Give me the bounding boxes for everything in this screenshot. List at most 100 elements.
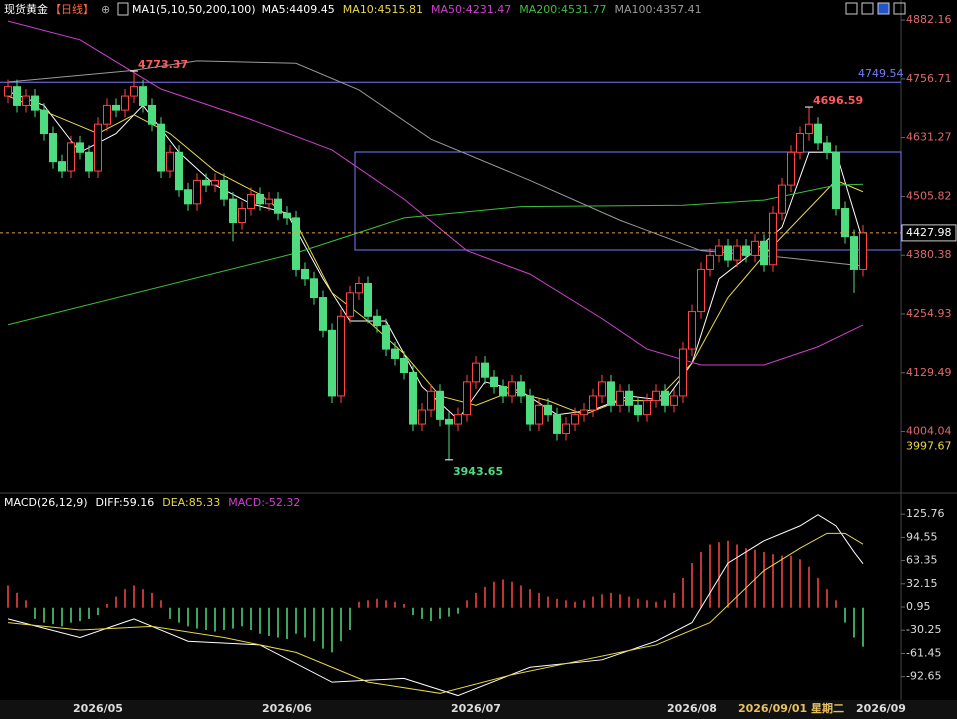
candle-body bbox=[409, 372, 417, 425]
candle-body bbox=[526, 395, 534, 425]
time-axis-strip bbox=[0, 700, 957, 719]
candle-body bbox=[355, 282, 363, 294]
candle-body bbox=[256, 193, 264, 205]
candle-body bbox=[310, 278, 318, 299]
ma-line bbox=[7, 532, 864, 694]
candle-body bbox=[625, 390, 633, 406]
candle-body bbox=[778, 184, 786, 214]
legend-entry: MA50:4231.47 bbox=[431, 3, 511, 16]
legend-entry: DIFF:59.16 bbox=[96, 496, 155, 509]
range-box bbox=[354, 151, 902, 251]
candle-body bbox=[112, 104, 120, 111]
candle-body bbox=[769, 212, 777, 266]
candle-body bbox=[661, 390, 669, 406]
candle-body bbox=[184, 189, 192, 205]
candle-body bbox=[166, 151, 174, 172]
candle-body bbox=[265, 198, 273, 205]
candle-body bbox=[31, 95, 39, 111]
candle-body bbox=[463, 381, 471, 416]
y-tick-label: 4756.71 bbox=[906, 72, 952, 85]
x-tick-label: 2026/06 bbox=[262, 702, 312, 715]
candle-body bbox=[787, 151, 795, 186]
candle-body bbox=[157, 123, 165, 172]
candle-body bbox=[508, 381, 516, 397]
candle-body bbox=[391, 348, 399, 359]
y-tick-label: 94.55 bbox=[906, 530, 938, 543]
candle-body bbox=[814, 123, 822, 144]
candle-body bbox=[85, 151, 93, 172]
annotation: 3943.65 bbox=[453, 465, 503, 478]
candle-body bbox=[499, 386, 507, 397]
button[interactable] bbox=[861, 2, 874, 15]
button[interactable] bbox=[893, 2, 906, 15]
last-price-box bbox=[901, 224, 957, 242]
candle-body bbox=[589, 395, 597, 411]
candle-body bbox=[292, 217, 300, 270]
candle-body bbox=[607, 381, 615, 406]
candle-body bbox=[571, 414, 579, 425]
candle-body bbox=[274, 198, 282, 214]
candle-body bbox=[40, 109, 48, 135]
candle-body bbox=[634, 404, 642, 416]
candle-body bbox=[850, 236, 858, 270]
ma-line bbox=[7, 20, 864, 366]
candle-body bbox=[796, 133, 804, 153]
candle-body bbox=[148, 104, 156, 125]
candle-body bbox=[58, 161, 66, 172]
legend-entry: MACD:-52.32 bbox=[228, 496, 300, 509]
candle-body bbox=[382, 325, 390, 350]
candle-body bbox=[472, 362, 480, 383]
candle-body bbox=[697, 268, 705, 313]
candle-body bbox=[688, 311, 696, 350]
candle-body bbox=[859, 232, 867, 270]
candle-body bbox=[328, 329, 336, 397]
x-tick-label: 2026/09 bbox=[856, 702, 906, 715]
candle-body bbox=[346, 292, 354, 317]
y-tick-label: -61.45 bbox=[906, 646, 941, 659]
candle-body bbox=[4, 86, 12, 97]
legend-entry: MACD(26,12,9) bbox=[4, 496, 88, 509]
candle-body bbox=[679, 348, 687, 397]
legend-entry: MA5:4409.45 bbox=[262, 3, 335, 16]
candle-body bbox=[436, 390, 444, 420]
candle-body bbox=[193, 179, 201, 205]
legend-entry: MA10:4515.81 bbox=[343, 3, 423, 16]
y-tick-label: 4505.82 bbox=[906, 189, 952, 202]
candle-body bbox=[418, 409, 426, 425]
settings-icon[interactable]: ⊕ bbox=[101, 3, 110, 16]
candle-body bbox=[364, 282, 372, 317]
candle-body bbox=[247, 193, 255, 210]
annotation: 4773.37 bbox=[138, 58, 188, 71]
candle-body bbox=[229, 198, 237, 224]
candle-body bbox=[427, 390, 435, 411]
candle-body bbox=[103, 104, 111, 125]
legend-entry: MA200:4531.77 bbox=[519, 3, 606, 16]
window-controls bbox=[845, 2, 906, 15]
candle-body bbox=[301, 268, 309, 280]
button[interactable] bbox=[845, 2, 858, 15]
period: 【日线】 bbox=[50, 2, 94, 16]
x-tick-label: 2026/08 bbox=[667, 702, 717, 715]
candle-body bbox=[670, 395, 678, 406]
candle-body bbox=[742, 245, 750, 256]
symbol: 现货黄金 bbox=[4, 2, 48, 16]
candle-body bbox=[733, 245, 741, 261]
candle-body bbox=[580, 409, 588, 416]
candle-body bbox=[22, 95, 30, 106]
candle-body bbox=[805, 123, 813, 135]
ma-line bbox=[7, 514, 864, 697]
candle-body bbox=[481, 362, 489, 378]
candle-body bbox=[130, 86, 138, 97]
candle-body bbox=[751, 240, 759, 256]
button[interactable] bbox=[877, 2, 890, 15]
y-tick-label: 4380.38 bbox=[906, 248, 952, 261]
y-tick-label: 4254.93 bbox=[906, 307, 952, 320]
y-tick-label: 4631.27 bbox=[906, 131, 952, 144]
indicator-icon[interactable] bbox=[117, 2, 129, 16]
candle-body bbox=[490, 376, 498, 388]
candle-body bbox=[94, 123, 102, 172]
marker-label: 3997.67 bbox=[906, 440, 952, 453]
candle-body bbox=[517, 381, 525, 397]
candle-body bbox=[283, 212, 291, 219]
